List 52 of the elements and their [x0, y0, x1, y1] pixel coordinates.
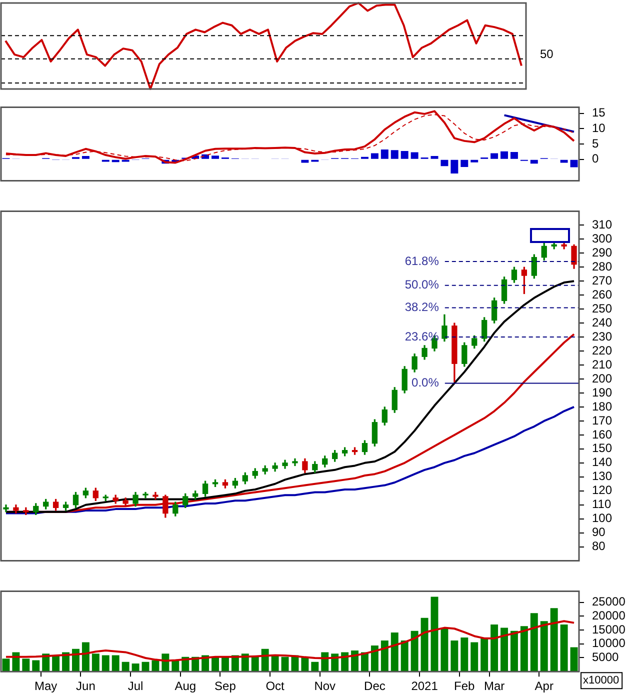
y-tick-label: 150	[592, 441, 612, 456]
y-tick-label: 190	[592, 385, 612, 400]
y-tick-label: 240	[592, 315, 612, 330]
y-tick-label: 210	[592, 357, 612, 372]
x-tick-label: Nov	[314, 679, 336, 694]
y-tick-label: 260	[592, 287, 612, 302]
annotation: 61.8%	[404, 254, 440, 268]
x-tick-label: Sep	[214, 679, 236, 694]
annotation: 23.6%	[404, 329, 440, 344]
y-tick-label: 110	[592, 497, 612, 512]
y-tick-label: 100	[592, 511, 612, 526]
y-tick-label: 170	[592, 413, 612, 428]
x-tick-label: Aug	[174, 679, 196, 694]
y-tick-label: 20000	[592, 608, 626, 622]
y-tick-label: 270	[592, 273, 612, 288]
y-tick-label: 290	[592, 245, 612, 260]
y-tick-label: 25000	[592, 594, 626, 609]
y-tick-label: 5	[592, 136, 599, 150]
x-tick-label: Apr	[534, 679, 554, 694]
y-tick-label: 230	[592, 329, 612, 344]
y-tick-label: 140	[592, 455, 612, 470]
x-tick-label: Mar	[484, 679, 505, 694]
y-tick-label: 250	[592, 301, 612, 316]
x-tick-label: 2021	[411, 679, 438, 694]
y-tick-label: 80	[592, 539, 606, 554]
annotation: 38.2%	[404, 300, 440, 314]
y-tick-label: 220	[592, 343, 612, 358]
y-tick-label: 15000	[592, 622, 626, 636]
y-tick-label: 120	[592, 483, 612, 498]
y-tick-label: 180	[592, 399, 612, 414]
y-tick-label: 160	[592, 427, 612, 442]
text: 50	[540, 46, 554, 61]
annotation: 0.0%	[412, 376, 440, 390]
y-tick-label: 10	[592, 120, 606, 135]
y-tick-label: 200	[592, 371, 612, 386]
text: x10000	[583, 674, 620, 687]
x-tick-label: May	[34, 679, 58, 694]
y-tick-label: 15	[592, 106, 606, 120]
y-tick-label: 90	[592, 525, 606, 540]
x-tick-label: Oct	[266, 679, 286, 694]
y-tick-label: 5000	[592, 650, 620, 664]
x-tick-label: Dec	[364, 679, 386, 694]
y-tick-label: 280	[592, 259, 612, 274]
y-tick-label: 300	[592, 231, 612, 246]
y-tick-label: 10000	[592, 636, 626, 650]
x-tick-label: Jun	[76, 679, 96, 694]
x-tick-label: Feb	[454, 679, 476, 694]
annotation: 50.0%	[404, 278, 440, 292]
y-tick-label: 130	[592, 469, 612, 484]
x-tick-label: Jul	[128, 679, 144, 694]
y-tick-label: 0	[592, 152, 599, 166]
y-tick-label: 310	[592, 217, 612, 232]
